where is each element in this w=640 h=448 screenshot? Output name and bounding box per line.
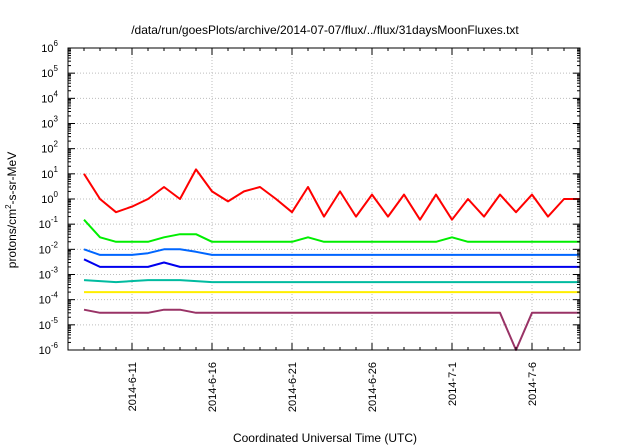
y-tick-exp: -3	[51, 266, 59, 275]
x-tick-label: 2014-7-1	[447, 362, 459, 406]
series-line-1	[83, 168, 580, 221]
y-axis-label-sup: 2	[4, 204, 13, 209]
series-line-4	[83, 258, 580, 268]
y-tick-base: 10	[39, 295, 51, 307]
y-tick-labels: 10-610-510-410-310-210-11001011021031041…	[39, 39, 59, 357]
y-axis-label: protons/cm2-s-sr-MeV	[4, 152, 19, 268]
y-tick-exp: -4	[51, 291, 59, 300]
x-tick-label: 2014-6-21	[287, 362, 299, 412]
series-layer	[83, 168, 580, 351]
series-line-7	[83, 308, 580, 351]
axis-ticks	[67, 47, 581, 351]
x-axis-label: Coordinated Universal Time (UTC)	[233, 431, 417, 445]
x-tick-label: 2014-7-6	[527, 362, 539, 406]
series-line-3	[83, 248, 580, 256]
y-tick-exp: -1	[51, 215, 59, 224]
y-tick-exp: -5	[51, 316, 59, 325]
y-tick-label: 102	[41, 140, 58, 156]
y-tick-base: 10	[39, 320, 51, 332]
y-tick-base: 10	[39, 345, 51, 357]
series-line-5	[83, 279, 580, 284]
y-tick-exp: 1	[54, 165, 59, 174]
y-tick-label: 104	[41, 89, 58, 105]
y-tick-exp: 0	[54, 190, 59, 199]
series-line-2	[83, 219, 580, 243]
y-tick-label: 106	[41, 39, 58, 55]
x-tick-label: 2014-6-26	[367, 362, 379, 412]
y-tick-exp: -2	[51, 240, 59, 249]
y-tick-label: 10-4	[39, 291, 59, 307]
y-tick-base: 10	[41, 68, 53, 80]
y-tick-base: 10	[41, 144, 53, 156]
chart-title: /data/run/goesPlots/archive/2014-07-07/f…	[131, 23, 519, 37]
y-axis-label-post: -s-sr-MeV	[5, 152, 19, 205]
y-tick-base: 10	[39, 270, 51, 282]
x-tick-labels: 2014-6-11 2014-6-16 2014-6-21 2014-6-26 2014…	[127, 362, 539, 412]
y-tick-base: 10	[41, 93, 53, 105]
y-tick-exp: 4	[54, 89, 59, 98]
y-tick-label: 10-1	[39, 215, 59, 231]
y-tick-base: 10	[41, 119, 53, 131]
y-axis-label-pre: protons/cm	[5, 209, 19, 268]
y-tick-exp: 5	[54, 64, 59, 73]
x-tick-label: 2014-6-11	[127, 362, 139, 411]
x-tick-label: 2014-6-16	[207, 362, 219, 412]
y-tick-exp: 6	[54, 39, 59, 48]
y-tick-base: 10	[41, 169, 53, 181]
y-tick-exp: -6	[51, 341, 59, 350]
y-tick-label: 101	[41, 165, 58, 181]
y-tick-label: 100	[41, 190, 58, 206]
y-tick-base: 10	[41, 194, 53, 206]
y-tick-base: 10	[41, 43, 53, 55]
y-tick-base: 10	[39, 244, 51, 256]
y-tick-label: 103	[41, 115, 58, 131]
y-tick-label: 10-6	[39, 341, 59, 357]
y-tick-label: 10-2	[39, 240, 59, 256]
y-tick-label: 10-3	[39, 266, 59, 282]
grid-lines	[68, 48, 580, 350]
y-tick-base: 10	[39, 219, 51, 231]
y-tick-label: 10-5	[39, 316, 59, 332]
y-tick-exp: 3	[54, 115, 59, 124]
y-tick-label: 105	[41, 64, 58, 80]
y-tick-exp: 2	[54, 140, 59, 149]
